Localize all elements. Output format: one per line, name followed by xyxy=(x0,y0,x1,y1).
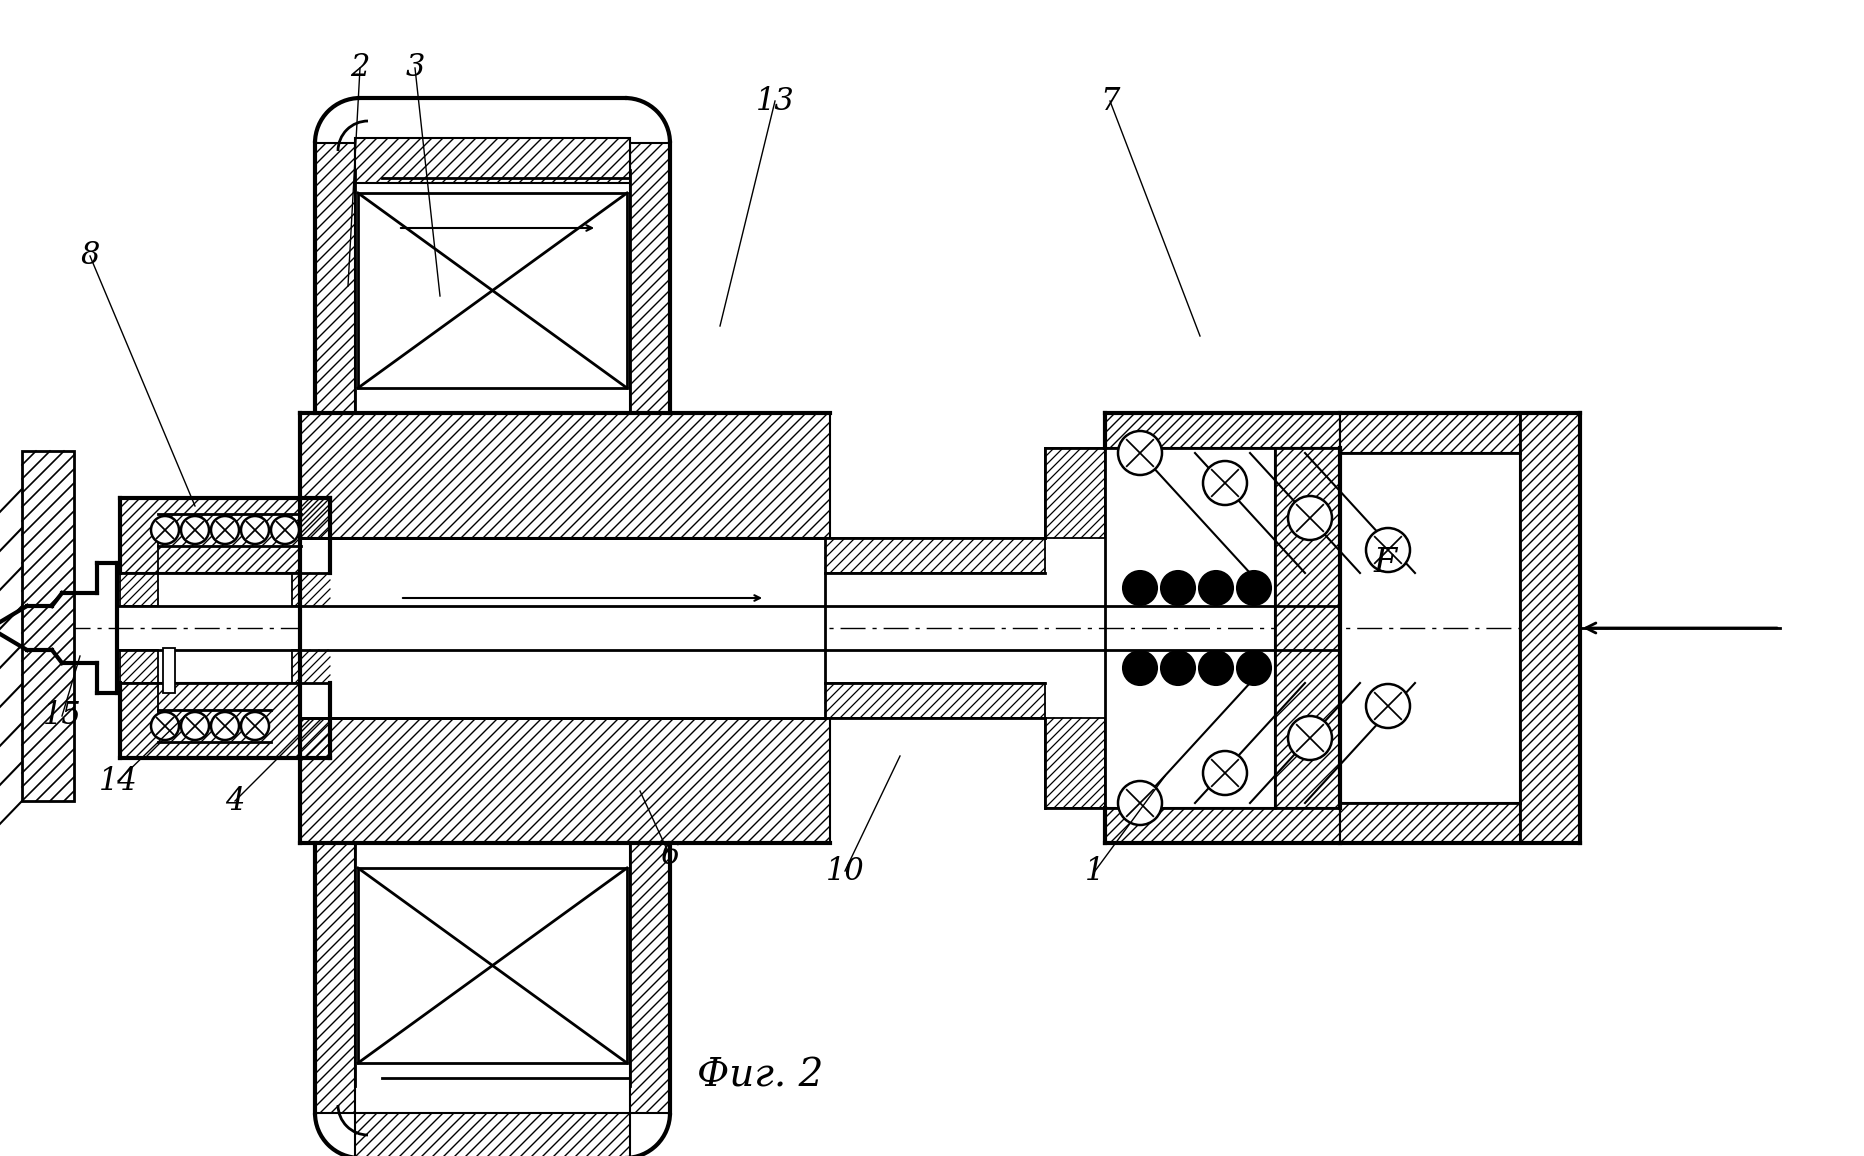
Bar xyxy=(293,650,330,683)
Text: 3: 3 xyxy=(404,52,425,83)
Circle shape xyxy=(1122,651,1158,686)
Circle shape xyxy=(1366,684,1409,728)
Bar xyxy=(300,718,829,843)
Bar xyxy=(119,683,330,758)
Bar xyxy=(1519,413,1581,843)
Bar xyxy=(119,573,158,606)
Circle shape xyxy=(151,516,179,544)
Bar xyxy=(300,538,731,718)
Bar xyxy=(119,650,158,683)
Circle shape xyxy=(1161,651,1195,686)
Bar xyxy=(826,683,1046,718)
Text: 13: 13 xyxy=(755,86,794,117)
Bar xyxy=(300,413,829,538)
Text: 1: 1 xyxy=(1085,855,1105,887)
Bar xyxy=(630,843,669,1113)
Circle shape xyxy=(1202,751,1247,795)
Text: 7: 7 xyxy=(1100,86,1120,117)
Circle shape xyxy=(1202,461,1247,505)
Circle shape xyxy=(151,712,179,740)
Bar xyxy=(315,143,354,413)
Circle shape xyxy=(1199,651,1232,686)
Bar xyxy=(293,573,330,606)
Bar xyxy=(1105,413,1340,449)
Circle shape xyxy=(1366,528,1409,572)
Text: Фиг. 2: Фиг. 2 xyxy=(697,1058,824,1095)
Circle shape xyxy=(1288,716,1333,759)
Circle shape xyxy=(181,516,209,544)
Text: F: F xyxy=(1374,547,1396,579)
Bar xyxy=(119,498,330,573)
Text: 10: 10 xyxy=(826,855,865,887)
Bar xyxy=(315,843,354,1113)
Bar xyxy=(300,538,826,718)
Text: 14: 14 xyxy=(99,765,138,796)
Bar xyxy=(1275,449,1340,808)
Text: 15: 15 xyxy=(43,701,82,732)
Text: 4: 4 xyxy=(226,785,244,816)
Bar xyxy=(358,868,626,1064)
Text: 6: 6 xyxy=(660,840,680,872)
Bar xyxy=(630,143,669,413)
Circle shape xyxy=(1118,431,1161,475)
Bar xyxy=(22,451,75,801)
Circle shape xyxy=(240,712,268,740)
Bar xyxy=(1340,413,1519,453)
Circle shape xyxy=(270,516,298,544)
Bar xyxy=(1046,718,1105,808)
Circle shape xyxy=(1161,571,1195,605)
Circle shape xyxy=(211,712,239,740)
Circle shape xyxy=(181,712,209,740)
Text: 2: 2 xyxy=(350,52,369,83)
Bar xyxy=(1105,808,1340,843)
Circle shape xyxy=(1122,571,1158,605)
Circle shape xyxy=(1118,781,1161,825)
Bar xyxy=(826,538,1046,573)
Circle shape xyxy=(1238,571,1271,605)
Bar xyxy=(162,649,175,692)
Circle shape xyxy=(1288,496,1333,540)
Circle shape xyxy=(1199,571,1232,605)
Bar xyxy=(1340,803,1519,843)
Bar xyxy=(358,193,626,388)
Circle shape xyxy=(240,516,268,544)
Bar xyxy=(1046,449,1105,538)
Circle shape xyxy=(211,516,239,544)
Text: 8: 8 xyxy=(80,240,99,272)
Circle shape xyxy=(1238,651,1271,686)
Bar xyxy=(354,138,630,183)
Bar xyxy=(354,1113,630,1156)
